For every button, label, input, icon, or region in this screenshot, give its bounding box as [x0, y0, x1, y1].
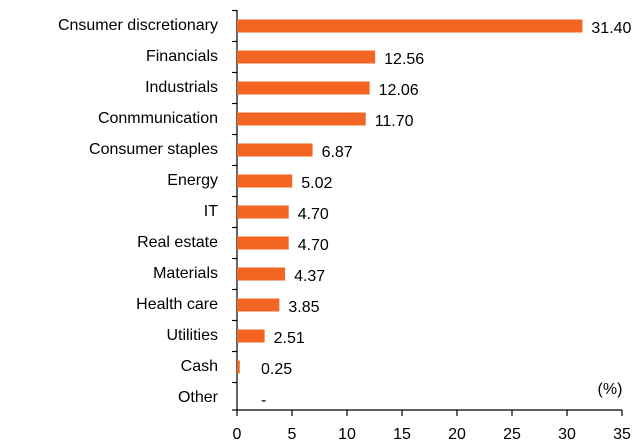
y-tick-label: Other — [178, 389, 219, 406]
value-label: 2.51 — [274, 330, 305, 347]
bar — [237, 267, 286, 281]
value-label: 0.25 — [261, 361, 292, 378]
bar — [237, 329, 265, 343]
y-tick-label: Cnsumer discretionary — [58, 17, 218, 34]
y-tick-label: Financials — [146, 48, 218, 65]
value-label: 12.06 — [379, 82, 419, 99]
x-tick-label: 35 — [613, 426, 631, 443]
y-tick-label: Real estate — [137, 234, 218, 251]
bar — [237, 360, 240, 374]
value-label: 5.02 — [301, 175, 332, 192]
value-label: 4.70 — [298, 206, 329, 223]
value-label: 31.40 — [591, 20, 631, 37]
bar — [237, 236, 289, 250]
x-tick-label: 0 — [233, 426, 242, 443]
x-tick-label: 10 — [338, 426, 356, 443]
x-tick-label: 5 — [288, 426, 297, 443]
value-label: 6.87 — [322, 144, 353, 161]
bar — [237, 205, 289, 219]
y-tick-label: Materials — [153, 265, 218, 282]
value-label: 4.70 — [298, 237, 329, 254]
y-tick-label: Conmmunication — [98, 110, 218, 127]
bar — [237, 298, 280, 312]
value-label: 3.85 — [288, 299, 319, 316]
value-label: 11.70 — [375, 113, 414, 130]
value-label: - — [261, 392, 266, 409]
value-label: 4.37 — [294, 268, 325, 285]
bar — [237, 81, 370, 95]
x-tick-label: 20 — [448, 426, 466, 443]
bar — [237, 174, 293, 188]
y-tick-label: Cash — [181, 358, 218, 375]
y-tick-label: Consumer staples — [89, 141, 218, 158]
bar — [237, 50, 376, 64]
x-tick-label: 15 — [393, 426, 411, 443]
bar — [237, 112, 366, 126]
value-label: 12.56 — [384, 51, 424, 68]
y-tick-label: Energy — [167, 172, 218, 189]
y-tick-label: Health care — [136, 296, 218, 313]
unit-annotation: (%) — [598, 381, 623, 398]
bar — [237, 19, 583, 33]
x-tick-label: 25 — [503, 426, 521, 443]
y-tick-label: Utilities — [166, 327, 218, 344]
x-tick-label: 30 — [558, 426, 576, 443]
bar — [237, 143, 313, 157]
y-tick-label: Industrials — [145, 79, 218, 96]
y-tick-label: IT — [204, 203, 218, 220]
